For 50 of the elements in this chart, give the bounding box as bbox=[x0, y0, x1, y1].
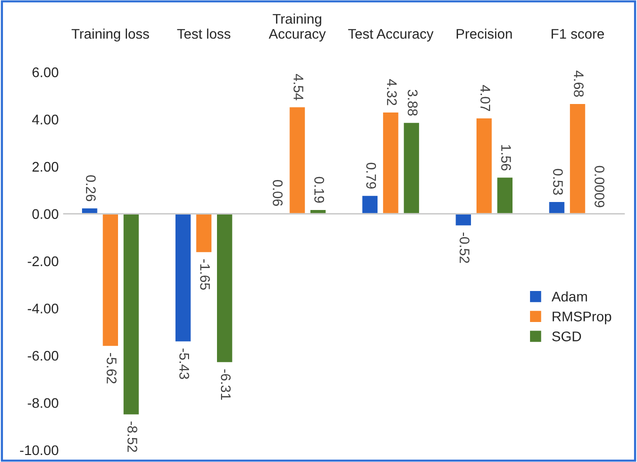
data-label: -8.52 bbox=[127, 422, 138, 452]
data-label: -5.43 bbox=[179, 348, 190, 379]
y-tick-label: -8.00 bbox=[28, 398, 58, 408]
y-tick-label: 6.00 bbox=[32, 67, 58, 78]
data-label: 0.06 bbox=[272, 180, 283, 206]
bar bbox=[101, 213, 120, 348]
y-tick-label: 0.00 bbox=[32, 209, 58, 219]
bar bbox=[475, 116, 494, 214]
data-label: 0.26 bbox=[86, 175, 96, 202]
y-tick-label: -6.00 bbox=[28, 350, 58, 361]
bar bbox=[454, 213, 472, 227]
x-tick-label: Test Accuracy bbox=[348, 29, 434, 42]
data-label: -1.65 bbox=[200, 259, 210, 290]
bar bbox=[288, 106, 306, 214]
bar bbox=[174, 213, 192, 343]
data-label: 4.07 bbox=[480, 85, 490, 112]
x-tick-label: Training loss bbox=[72, 28, 150, 42]
data-label: 1.56 bbox=[501, 145, 511, 170]
x-tick-label: Test loss bbox=[177, 28, 230, 39]
bar bbox=[382, 111, 400, 214]
data-label: 0.0009 bbox=[594, 166, 604, 208]
x-tick-label: Training Accuracy bbox=[268, 14, 326, 42]
bar bbox=[402, 121, 420, 214]
data-label: 4.32 bbox=[386, 79, 397, 106]
data-label: -6.31 bbox=[220, 369, 231, 400]
data-label: 0.19 bbox=[314, 176, 324, 203]
y-tick-label: 2.00 bbox=[32, 162, 58, 172]
legend-label: SGD bbox=[552, 332, 581, 342]
legend-label: Adam bbox=[552, 291, 587, 302]
y-tick-label: -4.00 bbox=[28, 304, 58, 314]
bar bbox=[496, 176, 514, 214]
bar bbox=[194, 213, 213, 254]
y-tick-label: 4.00 bbox=[32, 114, 58, 124]
legend-label: RMSProp bbox=[552, 312, 612, 324]
data-label: -5.62 bbox=[106, 353, 117, 384]
bar bbox=[568, 102, 587, 214]
bar bbox=[548, 200, 566, 214]
data-label: 4.54 bbox=[294, 74, 304, 100]
bar bbox=[360, 194, 379, 214]
bar bbox=[122, 213, 140, 416]
data-label: 0.53 bbox=[553, 168, 563, 195]
data-label: 4.68 bbox=[574, 70, 584, 97]
x-tick-label: Precision bbox=[456, 28, 512, 39]
data-label: 0.79 bbox=[366, 162, 376, 189]
y-tick-label: -10.00 bbox=[20, 445, 58, 456]
x-tick-label: F1 score bbox=[552, 29, 604, 39]
data-label: -0.52 bbox=[460, 232, 470, 263]
bar bbox=[216, 213, 234, 364]
y-tick-label: -2.00 bbox=[28, 256, 58, 266]
data-label: 3.88 bbox=[408, 90, 418, 116]
